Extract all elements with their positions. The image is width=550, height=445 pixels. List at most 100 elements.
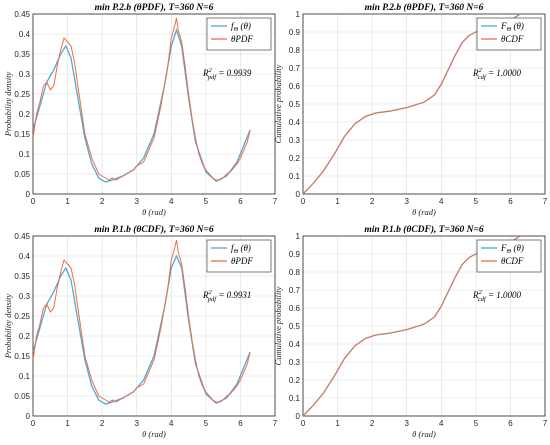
y-tick-label: 0.3 [19, 292, 31, 301]
x-tick-label: 3 [404, 197, 409, 206]
legend-label-model: fΘ (θ) [231, 243, 251, 255]
x-tick-label: 1 [65, 197, 70, 206]
r-squared-annotation: R2 pdf = 0.9931 [202, 289, 251, 303]
x-tick-label: 5 [474, 419, 479, 428]
x-tick-label: 0 [301, 419, 306, 428]
y-tick-label: 0.35 [14, 50, 30, 59]
legend-label-empirical: θPDF [231, 34, 253, 44]
x-tick-label: 1 [65, 419, 70, 428]
x-tick-label: 5 [204, 419, 209, 428]
legend-box [476, 17, 542, 51]
y-axis-label: Cumulative probability [273, 64, 283, 143]
x-tick-label: 4 [169, 197, 174, 206]
y-tick-label: 0.9 [289, 250, 301, 259]
y-tick-label: 0.35 [14, 272, 30, 281]
series-line-empirical [303, 236, 521, 416]
y-tick-label: 0.3 [19, 70, 31, 79]
x-tick-label: 5 [204, 197, 209, 206]
x-tick-label: 6 [508, 419, 513, 428]
y-axis-label: Probability density [3, 71, 13, 137]
y-tick-label: 0.3 [289, 136, 301, 145]
y-tick-label: 0.2 [19, 110, 31, 119]
x-tick-label: 0 [31, 197, 36, 206]
legend-label-model: fΘ (θ) [231, 21, 251, 33]
y-tick-label: 0.1 [19, 372, 31, 381]
y-tick-label: 0.7 [289, 286, 301, 295]
x-tick-label: 7 [543, 419, 548, 428]
y-tick-label: 0 [26, 412, 31, 421]
y-tick-label: 0.2 [289, 376, 301, 385]
y-tick-label: 0.8 [289, 46, 301, 55]
x-tick-label: 3 [134, 419, 139, 428]
legend-label-empirical: θCDF [501, 34, 524, 44]
legend-label-empirical: θCDF [501, 256, 524, 266]
plot-p1: 0 1 2 3 4 5 6 7 0 0.05 0.1 0.15 0.2 0.25 0.3 0.35 0.4 0.4… [3, 2, 278, 217]
r-squared-annotation: R2 cdf = 1.0000 [472, 289, 522, 303]
y-tick-label: 0.4 [289, 118, 301, 127]
x-tick-label: 6 [238, 419, 243, 428]
y-tick-label: 0.8 [289, 268, 301, 277]
y-tick-label: 0.05 [14, 392, 30, 401]
y-tick-label: 0.3 [289, 358, 301, 367]
series-line-empirical [33, 239, 251, 403]
y-tick-label: 0.1 [19, 150, 31, 159]
y-tick-label: 1 [296, 232, 301, 241]
y-tick-label: 0.45 [14, 10, 30, 19]
legend: FΘ (θ)θCDF [476, 239, 542, 273]
x-axis-label: θ (rad) [412, 207, 436, 217]
legend: fΘ (θ)θPDF [206, 239, 272, 273]
y-tick-label: 0.7 [289, 64, 301, 73]
chart-title: min P.2.b (θPDF), T=360 N=6 [365, 2, 484, 13]
y-tick-label: 0.15 [14, 130, 30, 139]
x-tick-label: 2 [370, 419, 375, 428]
x-tick-label: 6 [238, 197, 243, 206]
y-tick-label: 0.5 [289, 322, 301, 331]
x-tick-label: 5 [474, 197, 479, 206]
chart-title: min P.2.b (θPDF), T=360 N=6 [95, 2, 214, 13]
x-tick-label: 1 [335, 197, 340, 206]
plot-p4: 0 1 2 3 4 5 6 7 0 0.1 0.2 0.3 0.4 0.5 0.6 0.7 0.8 0.9 1 min… [273, 224, 548, 439]
y-tick-label: 0.2 [19, 332, 31, 341]
y-tick-label: 0.15 [14, 352, 30, 361]
x-tick-label: 2 [100, 419, 105, 428]
legend-label-empirical: θPDF [231, 256, 253, 266]
y-tick-label: 1 [296, 10, 301, 19]
x-axis-label: θ (rad) [142, 207, 166, 217]
y-tick-label: 0.2 [289, 154, 301, 163]
y-tick-label: 0.25 [14, 312, 30, 321]
x-tick-label: 1 [335, 419, 340, 428]
y-tick-label: 0.4 [19, 30, 31, 39]
x-tick-label: 7 [273, 197, 278, 206]
y-tick-label: 0.05 [14, 170, 30, 179]
y-tick-label: 0.4 [289, 340, 301, 349]
x-tick-label: 7 [543, 197, 548, 206]
x-axis-label: θ (rad) [412, 429, 436, 439]
series-line-empirical [303, 14, 521, 194]
x-tick-label: 2 [100, 197, 105, 206]
x-tick-label: 4 [169, 419, 174, 428]
y-axis-label: Probability density [3, 293, 13, 359]
plot-p3: 0 1 2 3 4 5 6 7 0 0.05 0.1 0.15 0.2 0.25 0.3 0.35 0.4 0.4… [3, 224, 278, 439]
x-tick-label: 0 [301, 197, 306, 206]
y-tick-label: 0.1 [289, 394, 301, 403]
series-line-empirical [33, 17, 251, 181]
r-squared-annotation: R2 cdf = 1.0000 [472, 67, 522, 81]
legend-box [206, 17, 272, 51]
x-tick-label: 4 [439, 419, 444, 428]
chart-title: min P.1.b (θCDF), T=360 N=6 [94, 224, 214, 235]
axes-frame [32, 235, 276, 417]
legend-box [206, 239, 272, 273]
x-tick-label: 3 [404, 419, 409, 428]
legend-box [476, 239, 542, 273]
axes-frame [302, 235, 546, 417]
x-tick-label: 6 [508, 197, 513, 206]
y-tick-label: 0.45 [14, 232, 30, 241]
legend-label-model: FΘ (θ) [500, 21, 524, 33]
x-tick-label: 4 [439, 197, 444, 206]
axes-frame [302, 13, 546, 195]
x-tick-label: 2 [370, 197, 375, 206]
legend: fΘ (θ)θPDF [206, 17, 272, 51]
y-tick-label: 0.25 [14, 90, 30, 99]
r-squared-annotation: R2 pdf = 0.9939 [202, 67, 252, 81]
